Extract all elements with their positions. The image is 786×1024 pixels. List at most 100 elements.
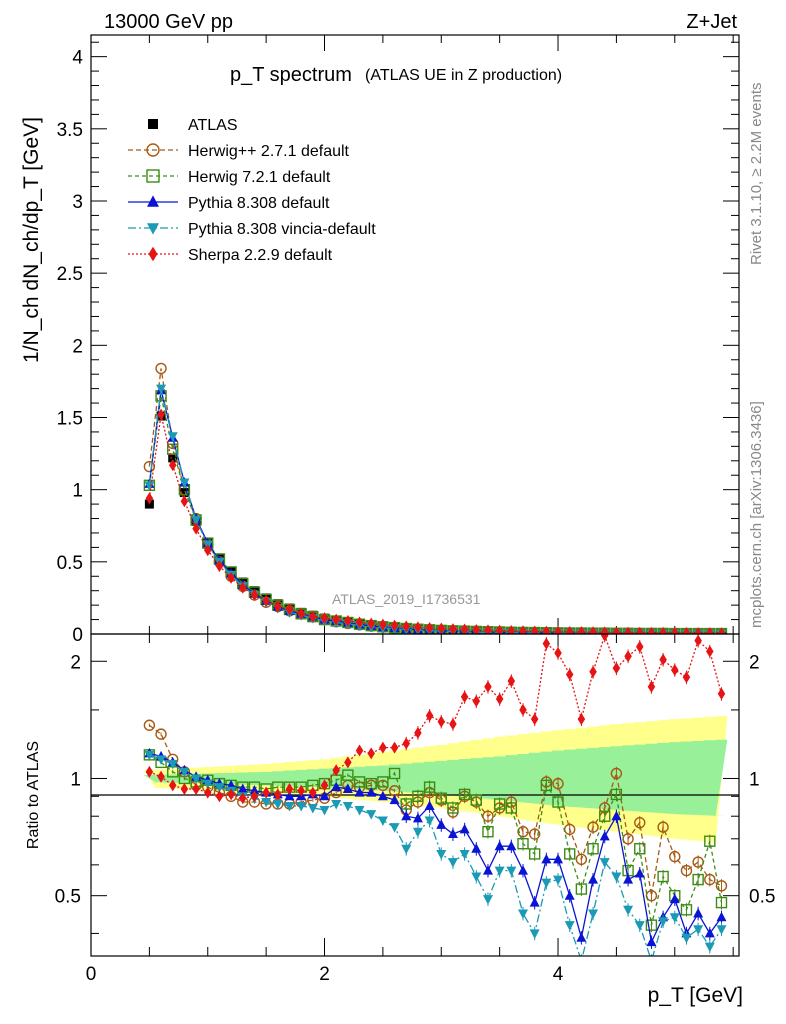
legend-marker-herwig-7-2-1-default: [146, 169, 160, 183]
ratio-point-herwig-7-2-1-default: [645, 919, 658, 931]
ratio-point-pythia-8-308-default: [459, 823, 470, 834]
ratio-point-pythia-8-308-default: [366, 787, 377, 797]
main-point-sherpa-2-2-9-default: [554, 625, 562, 634]
ratio-point-sherpa-2-2-9-default: [309, 786, 317, 799]
ratio-point-sherpa-2-2-9-default: [647, 680, 656, 693]
ratio-point-sherpa-2-2-9-default: [204, 786, 212, 799]
main-y-tick-label: 2.5: [57, 264, 83, 285]
ratio-point-herwig-7-2-1-default: [715, 896, 728, 909]
ratio-point-pythia-8-308-vincia-default: [529, 929, 540, 939]
ratio-point-sherpa-2-2-9-default: [285, 782, 294, 795]
main-point-sherpa-2-2-9-default: [239, 581, 247, 594]
legend-item-pythia-8-308-default: Pythia 8.308 default: [128, 195, 330, 212]
ratio-point-sherpa-2-2-9-default: [449, 718, 457, 731]
ratio-point-herwig-7-2-1-default: [599, 810, 611, 822]
main-point-atlas: [179, 488, 189, 498]
ratio-point-pythia-8-308-vincia-default: [389, 823, 400, 833]
ratio-point-pythia-8-308-default: [237, 783, 248, 793]
ratio-point-herwig-2-7-1-default: [715, 880, 728, 892]
ratio-point-herwig-7-2-1-default: [470, 794, 482, 806]
main-point-sherpa-2-2-9-default: [659, 626, 667, 634]
main-point-sherpa-2-2-9-default: [682, 626, 691, 634]
ratio-point-pythia-8-308-vincia-default: [658, 917, 669, 927]
ratio-point-pythia-8-308-default: [646, 936, 657, 947]
main-y-tick-label: 4: [72, 48, 83, 69]
legend-item-pythia-8-308-vincia-default: Pythia 8.308 vincia-default: [128, 221, 376, 238]
main-point-sherpa-2-2-9-default: [519, 625, 527, 634]
ratio-point-pythia-8-308-default: [342, 783, 353, 793]
x-axis-label: p_T [GeV]: [648, 984, 743, 1007]
ratio-point-herwig-7-2-1-default: [342, 769, 354, 781]
ratio-point-herwig-7-2-1-default: [634, 843, 646, 855]
main-point-sherpa-2-2-9-default: [274, 600, 282, 613]
ratio-point-pythia-8-308-default: [693, 908, 704, 918]
main-point-sherpa-2-2-9-default: [577, 626, 586, 634]
ratio-series-pythia-8-308-vincia-default: [144, 750, 727, 967]
main-axis-ticks: 0 0.5 1 1.5 2 2.5 3 3.5 4: [57, 35, 739, 646]
main-point-sherpa-2-2-9-default: [530, 625, 539, 634]
ratio-point-sherpa-2-2-9-default: [414, 726, 422, 739]
ratio-point-sherpa-2-2-9-default: [379, 741, 387, 754]
main-point-sherpa-2-2-9-default: [367, 617, 375, 630]
ratio-point-pythia-8-308-vincia-default: [401, 844, 412, 855]
ratio-point-herwig-2-7-1-default: [143, 719, 156, 731]
ratio-point-pythia-8-308-default: [319, 790, 330, 801]
ratio-point-pythia-8-308-vincia-default: [424, 816, 435, 826]
ratio-point-herwig-2-7-1-default: [575, 853, 588, 866]
ratio-point-sherpa-2-2-9-default: [589, 665, 597, 678]
main-point-pythia-8-308-vincia-default: [144, 481, 155, 491]
main-point-sherpa-2-2-9-default: [157, 408, 165, 421]
ratio-point-pythia-8-308-vincia-default: [553, 875, 564, 886]
ratio-point-sherpa-2-2-9-default: [659, 653, 667, 666]
ratio-point-sherpa-2-2-9-default: [227, 788, 235, 801]
main-point-sherpa-2-2-9-default: [484, 624, 492, 634]
ratio-point-pythia-8-308-vincia-default: [541, 878, 552, 889]
ratio-point-pythia-8-308-default: [436, 819, 447, 829]
ratio-point-sherpa-2-2-9-default: [507, 674, 516, 687]
ratio-point-sherpa-2-2-9-default: [519, 703, 527, 716]
main-point-atlas: [168, 453, 178, 463]
ratio-point-herwig-2-7-1-default: [704, 873, 716, 886]
main-point-herwig-2-7-1-default: [155, 362, 167, 375]
main-point-sherpa-2-2-9-default: [542, 625, 551, 634]
ratio-point-herwig-7-2-1-default: [400, 798, 412, 810]
ratio-point-herwig-7-2-1-default: [657, 870, 669, 883]
ratio-point-sherpa-2-2-9-default: [694, 634, 702, 647]
main-point-sherpa-2-2-9-default: [495, 624, 504, 634]
main-point-sherpa-2-2-9-default: [647, 626, 656, 634]
ratio-point-pythia-8-308-vincia-default: [646, 957, 656, 967]
legend-item-sherpa-2-2-9-default: Sherpa 2.2.9 default: [128, 246, 333, 264]
ratio-point-herwig-7-2-1-default: [447, 802, 459, 814]
legend-label-atlas: ATLAS: [188, 117, 238, 134]
main-point-sherpa-2-2-9-default: [168, 459, 177, 472]
main-point-sherpa-2-2-9-default: [460, 623, 469, 634]
ratio-point-sherpa-2-2-9-default: [297, 784, 305, 797]
main-point-sherpa-2-2-9-default: [472, 623, 481, 634]
ratio-point-herwig-7-2-1-default: [610, 788, 623, 801]
ratio-point-herwig-7-2-1-default: [517, 837, 529, 850]
ratio-y-tick-label-right: 0.5: [749, 887, 775, 908]
ratio-uncertainty-bands: [143, 716, 728, 844]
main-y-tick-label: 0: [72, 625, 83, 646]
ratio-y-tick-label: 2: [70, 652, 81, 673]
ratio-point-sherpa-2-2-9-default: [706, 645, 714, 658]
ratio-point-pythia-8-308-default: [471, 843, 482, 853]
main-point-sherpa-2-2-9-default: [227, 571, 235, 584]
ratio-point-sherpa-2-2-9-default: [157, 770, 165, 783]
ratio-point-pythia-8-308-default: [564, 890, 575, 900]
ratio-panel-series: [143, 634, 728, 967]
main-point-sherpa-2-2-9-default: [414, 621, 422, 634]
ratio-point-sherpa-2-2-9-default: [437, 715, 446, 728]
main-point-sherpa-2-2-9-default: [297, 607, 305, 620]
ratio-point-pythia-8-308-vincia-default: [669, 913, 680, 923]
main-point-sherpa-2-2-9-default: [215, 560, 224, 573]
ratio-point-herwig-7-2-1-default: [704, 835, 716, 847]
ratio-axis-ticks: 0.5 0.5 1 1 2 2 0 2 4: [55, 634, 775, 985]
main-point-sherpa-2-2-9-default: [706, 627, 714, 634]
ratio-point-sherpa-2-2-9-default: [530, 713, 539, 726]
legend-label-pythia-8-308-default: Pythia 8.308 default: [188, 195, 330, 212]
ratio-point-pythia-8-308-vincia-default: [272, 799, 283, 810]
ratio-point-pythia-8-308-vincia-default: [307, 803, 318, 814]
ratio-point-sherpa-2-2-9-default: [355, 744, 364, 757]
